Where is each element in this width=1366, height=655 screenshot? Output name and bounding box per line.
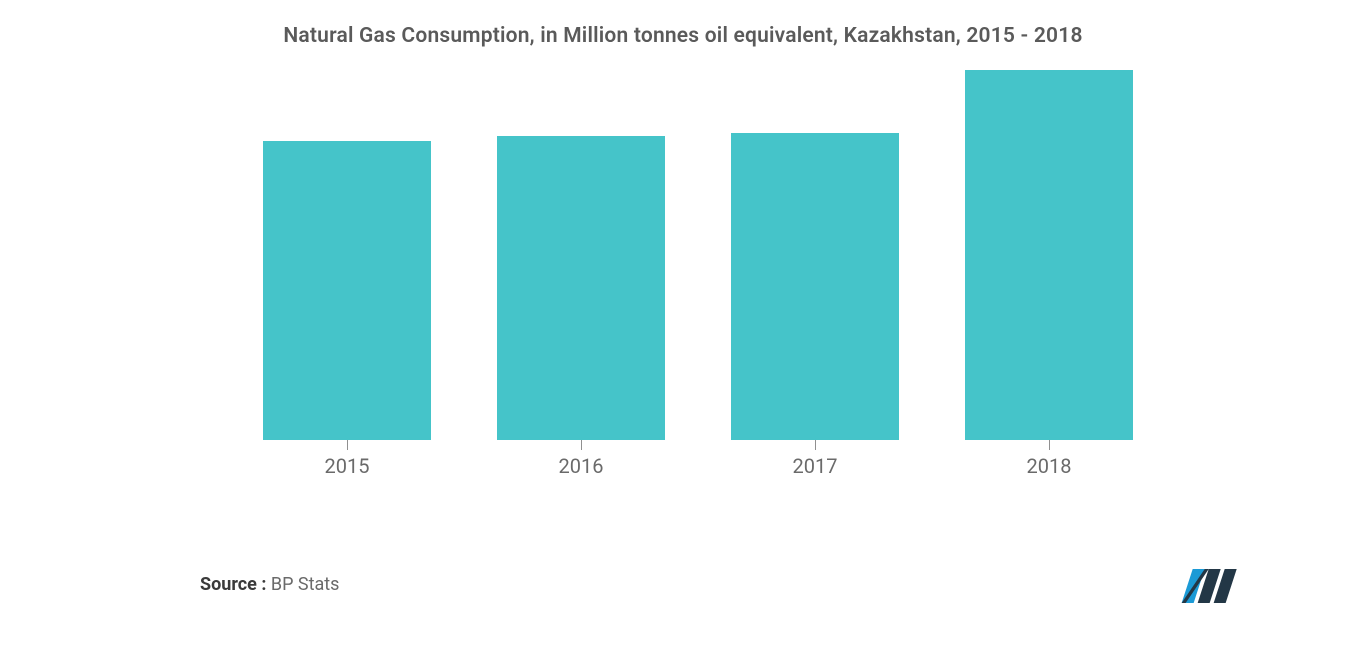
bar [263, 141, 431, 440]
x-tick [581, 440, 582, 450]
plot-area: 2015201620172018 [230, 70, 1166, 440]
bar-series: 2015201620172018 [230, 70, 1166, 440]
x-tick [1049, 440, 1050, 450]
source-label: Source : [200, 574, 266, 595]
chart-title: Natural Gas Consumption, in Million tonn… [0, 24, 1366, 48]
bar [731, 133, 899, 440]
x-tick [815, 440, 816, 450]
bar-slot: 2016 [464, 70, 698, 440]
source-value: BP Stats [271, 574, 340, 595]
x-axis-label: 2018 [1027, 454, 1072, 478]
bar-slot: 2015 [230, 70, 464, 440]
bar-slot: 2018 [932, 70, 1166, 440]
bar [965, 70, 1133, 440]
x-axis-label: 2015 [325, 454, 370, 478]
x-axis-label: 2017 [793, 454, 838, 478]
x-axis-label: 2016 [559, 454, 604, 478]
bar [497, 136, 665, 440]
chart-container: Natural Gas Consumption, in Million tonn… [0, 0, 1366, 655]
mordor-intelligence-logo [1176, 565, 1246, 607]
x-tick [347, 440, 348, 450]
source-attribution: Source : BP Stats [200, 574, 339, 595]
bar-slot: 2017 [698, 70, 932, 440]
